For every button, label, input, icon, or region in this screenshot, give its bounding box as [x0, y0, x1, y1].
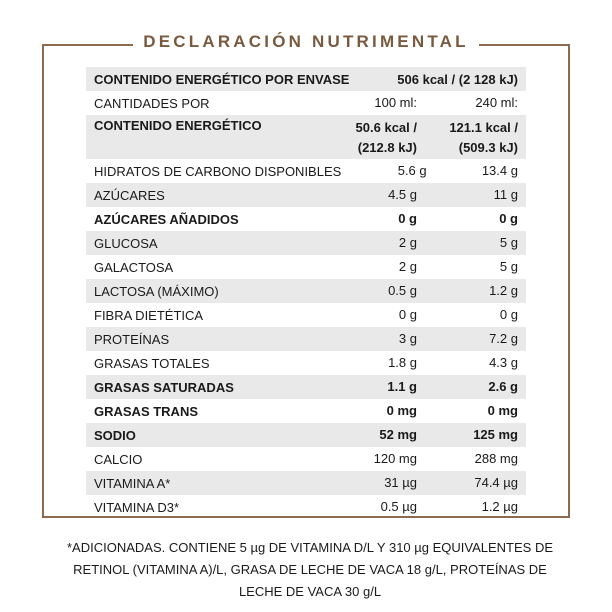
row-value-100ml: 52 mg — [379, 427, 417, 442]
row-label: CONTENIDO ENERGÉTICO POR ENVASE — [94, 71, 350, 87]
table-row: GRASAS SATURADAS 1.1 g 2.6 g — [86, 375, 526, 399]
row-value-100ml: 0 g — [398, 307, 417, 322]
row-value-240ml: 0 mg — [487, 403, 518, 418]
table-row: VITAMINA D3* 0.5 µg 1.2 µg — [86, 495, 526, 519]
row-label: AZÚCARES — [94, 187, 165, 203]
row-value-100ml: 100 ml: — [374, 95, 417, 110]
row-value-100ml: 2 g — [398, 259, 417, 274]
row-label: GRASAS TRANS — [94, 403, 199, 419]
table-row: GRASAS TOTALES 1.8 g 4.3 g — [86, 351, 526, 375]
table-row: CALCIO 120 mg 288 mg — [86, 447, 526, 471]
row-label: LACTOSA (MÁXIMO) — [94, 283, 219, 299]
table-row: GALACTOSA 2 g 5 g — [86, 255, 526, 279]
row-value-240ml: 5 g — [499, 235, 518, 250]
row-value-100ml: 2 g — [398, 235, 417, 250]
row-label: SODIO — [94, 427, 136, 443]
table-row: SODIO 52 mg 125 mg — [86, 423, 526, 447]
row-value-100ml: 3 g — [398, 331, 417, 346]
row-value-240ml: 74.4 µg — [474, 475, 518, 490]
table-row: HIDRATOS DE CARBONO DISPONIBLES 5.6 g 13.4… — [86, 159, 526, 183]
row-value-240ml: 1.2 µg — [481, 499, 518, 514]
row-value-100ml: 1.1 g — [387, 379, 417, 394]
row-label: CALCIO — [94, 451, 143, 467]
row-value-240ml: 1.2 g — [489, 283, 518, 298]
nutrition-table: CONTENIDO ENERGÉTICO POR ENVASE 506 kcal … — [86, 67, 526, 519]
table-row: AZÚCARES 4.5 g 11 g — [86, 183, 526, 207]
table-row: VITAMINA A* 31 µg 74.4 µg — [86, 471, 526, 495]
row-value-100ml: 50.6 kcal / (212.8 kJ) — [355, 120, 417, 155]
row-label: CANTIDADES POR — [94, 95, 210, 111]
table-row: GLUCOSA 2 g 5 g — [86, 231, 526, 255]
row-value-240ml: 240 ml: — [475, 95, 518, 110]
row-value-240ml: 125 mg — [473, 427, 518, 442]
row-label: VITAMINA D3* — [94, 499, 180, 515]
row-label: GLUCOSA — [94, 235, 158, 251]
row-value-100ml: 1.8 g — [388, 355, 417, 370]
row-value-100ml: 31 µg — [384, 475, 417, 490]
row-wrap: CONTENIDO ENERGÉTICO POR ENVASE 506 kcal … — [86, 72, 526, 87]
row-value-100ml: 0 mg — [386, 403, 417, 418]
table-row: CONTENIDO ENERGÉTICO 50.6 kcal / (212.8 k… — [86, 115, 526, 159]
title-wrap: DECLARACIÓN NUTRIMENTAL — [0, 32, 612, 52]
row-label: GALACTOSA — [94, 259, 174, 275]
row-value-240ml: 121.1 kcal / (509.3 kJ) — [449, 120, 518, 155]
row-value-240ml: 7.2 g — [489, 331, 518, 346]
row-value-240ml: 0 g — [499, 211, 518, 226]
table-row: LACTOSA (MÁXIMO) 0.5 g 1.2 g — [86, 279, 526, 303]
row-label: PROTEÍNAS — [94, 331, 170, 347]
row-value-100ml: 0 g — [398, 211, 417, 226]
row-value-package: 506 kcal / (2 128 kJ) — [397, 71, 518, 87]
table-row: CANTIDADES POR 100 ml: 240 ml: — [86, 91, 526, 115]
row-label: FIBRA DIETÉTICA — [94, 307, 204, 323]
footnote: *ADICIONADAS. CONTIENE 5 µg DE VITAMINA … — [66, 540, 553, 599]
row-value-240ml: 13.4 g — [481, 163, 518, 178]
row-value-100ml: 4.5 g — [388, 187, 417, 202]
row-value-100ml: 0.5 g — [388, 283, 417, 298]
row-value-100ml: 120 mg — [373, 451, 417, 466]
row-label: CONTENIDO ENERGÉTICO — [94, 118, 262, 133]
row-value-240ml: 11 g — [493, 187, 518, 202]
table-row: FIBRA DIETÉTICA 0 g 0 g — [86, 303, 526, 327]
table-row: AZÚCARES AÑADIDOS 0 g 0 g — [86, 207, 526, 231]
table-row: CONTENIDO ENERGÉTICO POR ENVASE 506 kcal … — [86, 67, 526, 91]
row-label: VITAMINA A* — [94, 475, 171, 491]
row-label: HIDRATOS DE CARBONO DISPONIBLES — [94, 163, 342, 179]
row-label: GRASAS TOTALES — [94, 355, 210, 371]
row-label: GRASAS SATURADAS — [94, 379, 234, 395]
row-value-240ml: 288 mg — [474, 451, 518, 466]
row-value-240ml: 4.3 g — [489, 355, 518, 370]
table-row: PROTEÍNAS 3 g 7.2 g — [86, 327, 526, 351]
label-title: DECLARACIÓN NUTRIMENTAL — [133, 32, 479, 51]
table-row: GRASAS TRANS 0 mg 0 mg — [86, 399, 526, 423]
row-value-100ml: 0.5 µg — [380, 499, 417, 514]
row-label: AZÚCARES AÑADIDOS — [94, 211, 239, 227]
row-value-240ml: 5 g — [499, 259, 518, 274]
row-value-240ml: 2.6 g — [488, 379, 518, 394]
row-value-240ml: 0 g — [499, 307, 518, 322]
row-value-100ml: 5.6 g — [397, 163, 427, 178]
